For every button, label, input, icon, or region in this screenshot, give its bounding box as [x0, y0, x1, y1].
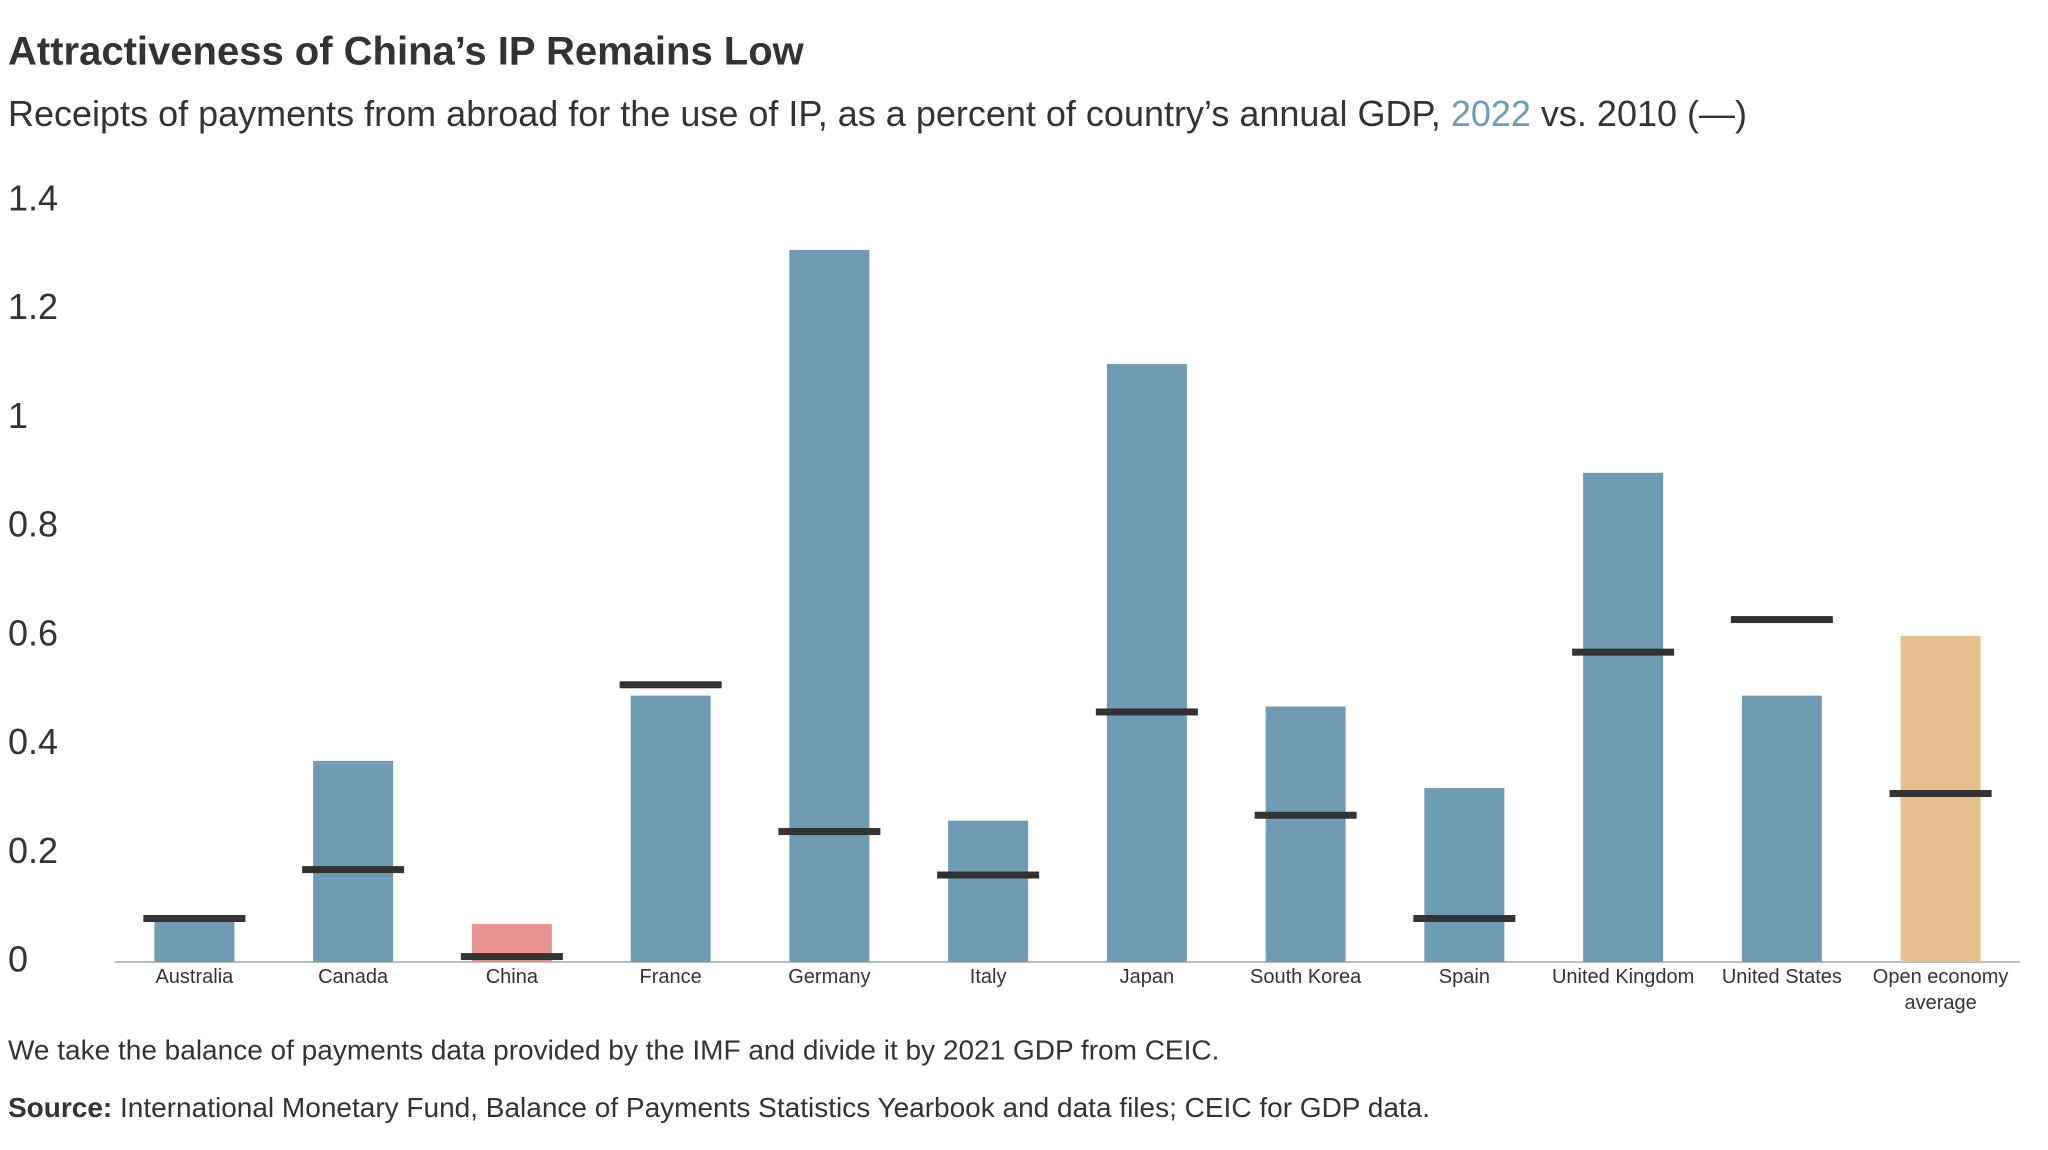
x-tick-label: Spain: [1438, 966, 1490, 988]
x-tick-label: United Kingdom: [1551, 966, 1695, 988]
subtitle: Receipts of payments from abroad for the…: [8, 93, 1747, 134]
y-tick-label: 1: [8, 395, 28, 436]
x-tick-label: Italy: [969, 966, 1007, 988]
x-tick-label: Japan: [1119, 966, 1175, 988]
bar: [1424, 788, 1505, 962]
bar: [313, 760, 394, 962]
source: Source: International Monetary Fund, Bal…: [8, 1092, 1430, 1123]
marker-2010: [1572, 648, 1675, 656]
marker-2010: [1413, 915, 1516, 923]
x-tick-label: Germany: [788, 966, 871, 988]
subtitle-year: 2022: [1451, 93, 1531, 134]
y-tick-label: 0.8: [8, 504, 58, 545]
source-text: International Monetary Fund, Balance of …: [120, 1092, 1430, 1123]
x-tick-label: Canada: [318, 966, 389, 988]
y-tick-label: 0.4: [8, 721, 58, 762]
x-tick-label: Open economy average: [1872, 966, 2009, 1014]
bar: [154, 918, 235, 962]
x-tick-label: United States: [1721, 966, 1842, 988]
x-tick-label: South Korea: [1250, 966, 1362, 988]
bar: [1106, 364, 1187, 963]
subtitle-year: 2010: [1597, 93, 1677, 134]
marker-2010: [302, 866, 405, 874]
marker-2010: [1730, 616, 1833, 624]
bar: [1741, 695, 1822, 962]
marker-2010: [1095, 708, 1198, 716]
marker-2010: [460, 953, 563, 961]
x-tick-label: Australia: [155, 966, 234, 988]
x-tick-label: France: [639, 966, 702, 988]
bar: [1583, 472, 1664, 962]
chart-title: Attractiveness of China’s IP Remains Low: [8, 30, 805, 74]
bar: [1900, 635, 1981, 962]
y-tick-label: 1.4: [8, 178, 58, 219]
subtitle-part: vs.: [1531, 93, 1597, 134]
x-tick-label: China: [485, 966, 538, 988]
y-tick-label: 1.2: [8, 286, 58, 327]
marker-2010: [1889, 789, 1992, 797]
marker-2010: [619, 681, 722, 689]
y-tick-label: 0.2: [8, 830, 58, 871]
note: We take the balance of payments data pro…: [8, 1034, 1219, 1065]
subtitle-part: Receipts of payments from abroad for the…: [8, 93, 1451, 134]
bar: [948, 820, 1029, 962]
marker-2010: [1254, 811, 1357, 819]
y-tick-label: 0.6: [8, 612, 58, 653]
bar: [789, 249, 870, 962]
source-label: Source:: [8, 1092, 112, 1123]
marker-2010: [778, 828, 881, 836]
subtitle-part: (—): [1677, 93, 1747, 134]
marker-2010: [143, 915, 246, 923]
y-tick-label: 0: [8, 939, 28, 980]
marker-2010: [937, 871, 1040, 879]
bar: [1265, 706, 1346, 962]
bar: [630, 695, 711, 962]
